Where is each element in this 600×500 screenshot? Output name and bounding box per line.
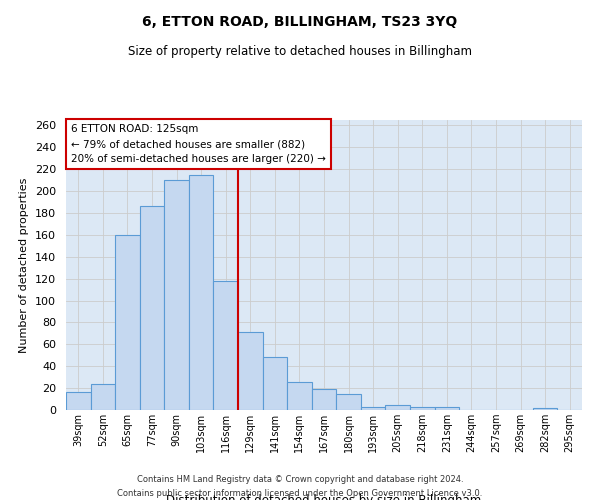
Bar — [189, 174, 214, 410]
Bar — [287, 382, 312, 410]
Bar — [361, 406, 385, 410]
Bar — [533, 408, 557, 410]
Bar — [410, 406, 434, 410]
Bar — [91, 384, 115, 410]
Text: 6, ETTON ROAD, BILLINGHAM, TS23 3YQ: 6, ETTON ROAD, BILLINGHAM, TS23 3YQ — [142, 15, 458, 29]
Bar — [140, 206, 164, 410]
X-axis label: Distribution of detached houses by size in Billingham: Distribution of detached houses by size … — [166, 494, 482, 500]
Bar — [312, 389, 336, 410]
Text: Contains HM Land Registry data © Crown copyright and database right 2024.
Contai: Contains HM Land Registry data © Crown c… — [118, 476, 482, 498]
Bar — [115, 235, 140, 410]
Text: 6 ETTON ROAD: 125sqm
← 79% of detached houses are smaller (882)
20% of semi-deta: 6 ETTON ROAD: 125sqm ← 79% of detached h… — [71, 124, 326, 164]
Bar — [164, 180, 189, 410]
Bar — [434, 406, 459, 410]
Bar — [66, 392, 91, 410]
Bar — [263, 358, 287, 410]
Bar — [214, 281, 238, 410]
Y-axis label: Number of detached properties: Number of detached properties — [19, 178, 29, 352]
Bar — [385, 404, 410, 410]
Text: Size of property relative to detached houses in Billingham: Size of property relative to detached ho… — [128, 45, 472, 58]
Bar — [336, 394, 361, 410]
Bar — [238, 332, 263, 410]
